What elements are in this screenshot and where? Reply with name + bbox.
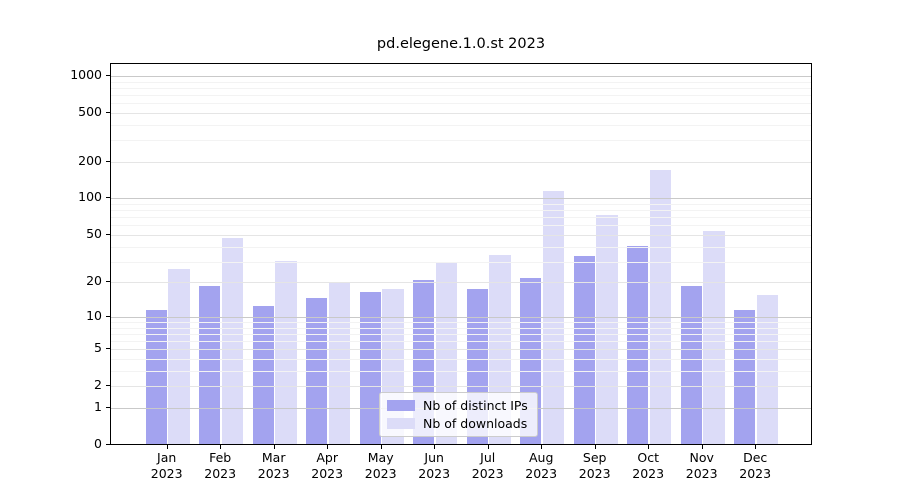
bar-distinct-ips [252,306,274,444]
bar-downloads [649,169,672,444]
x-tick-mark [701,445,703,449]
gridline [111,282,811,284]
y-tick-label: 5 [94,340,102,356]
major-gridline [111,316,811,318]
legend-entry-distinct-ips: Nb of distinct IPs [387,398,528,413]
minor-gridline [111,124,811,126]
x-tick-mark [541,445,543,449]
y-tick-mark [106,406,110,408]
y-tick-label: 20 [86,273,102,289]
legend-swatch-distinct-ips [387,400,415,411]
major-gridline [111,198,811,200]
y-tick-label: 0 [94,436,102,451]
y-tick-label: 500 [78,103,102,119]
x-tick-mark [273,445,275,449]
legend-entry-downloads: Nb of downloads [387,416,528,431]
minor-gridline [111,225,811,227]
minor-gridline [111,333,811,335]
y-tick-mark [106,233,110,235]
bar-downloads [703,230,725,444]
legend-swatch-downloads [387,418,415,429]
x-tick-mark [487,445,489,449]
y-tick-label: 10 [86,307,102,323]
legend: Nb of distinct IPs Nb of downloads [379,392,538,437]
bar-downloads [328,282,351,444]
y-tick-label: 2 [94,377,102,393]
bar-downloads [275,261,297,444]
x-tick-label: May 2023 [364,450,397,481]
x-tick-mark [755,445,757,449]
x-tick-label: Jun 2023 [418,450,451,481]
major-gridline [111,75,811,77]
x-tick-mark [434,445,436,449]
gridline [111,234,811,236]
bar-distinct-ips [145,310,167,444]
gridline [111,112,811,114]
bar-downloads [756,294,779,444]
minor-gridline [111,81,811,83]
minor-gridline [111,103,811,105]
y-tick-mark [106,315,110,317]
minor-gridline [111,87,811,89]
minor-gridline [111,246,811,248]
x-tick-label: Mar 2023 [257,450,290,481]
y-tick-mark [106,281,110,283]
minor-gridline [111,322,811,323]
bar-distinct-ips [627,245,649,444]
y-tick-label: 1000 [70,66,102,82]
plot-area [110,63,812,445]
x-tick-label: Oct 2023 [632,450,665,481]
legend-label-downloads: Nb of downloads [423,416,528,431]
chart-title: pd.elegene.1.0.st 2023 [376,36,546,52]
x-tick-mark [327,445,329,449]
minor-gridline [111,140,811,142]
x-tick-label: Feb 2023 [204,450,237,481]
legend-label-distinct-ips: Nb of distinct IPs [423,398,528,413]
y-tick-mark [106,111,110,113]
x-tick-mark [166,445,168,449]
minor-gridline [111,341,811,343]
minor-gridline [111,359,811,361]
y-tick-label: 100 [78,189,102,205]
bar-distinct-ips [680,285,702,444]
bar-distinct-ips [199,285,221,444]
y-tick-mark [106,385,110,387]
gridline [111,161,811,163]
x-tick-label: Jan 2023 [150,450,183,481]
x-tick-mark [594,445,596,449]
y-tick-mark [106,74,110,76]
bar-downloads [596,215,618,444]
minor-gridline [111,94,811,96]
minor-gridline [111,210,811,212]
bar-downloads [168,268,190,444]
minor-gridline [111,204,811,206]
bar-distinct-ips [734,310,756,444]
y-tick-label: 50 [86,225,102,241]
y-tick-mark [106,348,110,350]
y-tick-label: 200 [78,152,102,168]
minor-gridline [111,217,811,219]
x-tick-label: Dec 2023 [739,450,772,481]
x-tick-label: Sep 2023 [578,450,611,481]
gridline [111,386,811,388]
y-tick-mark [106,444,110,445]
x-tick-label: Apr 2023 [311,450,344,481]
x-tick-label: Aug 2023 [525,450,558,481]
x-tick-mark [380,445,382,449]
x-tick-mark [220,445,222,449]
minor-gridline [111,370,811,372]
x-tick-label: Jul 2023 [471,450,504,481]
y-tick-label: 1 [94,398,102,414]
y-tick-mark [106,160,110,162]
minor-gridline [111,261,811,263]
x-tick-label: Nov 2023 [685,450,718,481]
x-tick-mark [648,445,650,449]
minor-gridline [111,327,811,329]
bar-distinct-ips [359,291,381,444]
y-tick-mark [106,197,110,199]
gridline [111,349,811,351]
